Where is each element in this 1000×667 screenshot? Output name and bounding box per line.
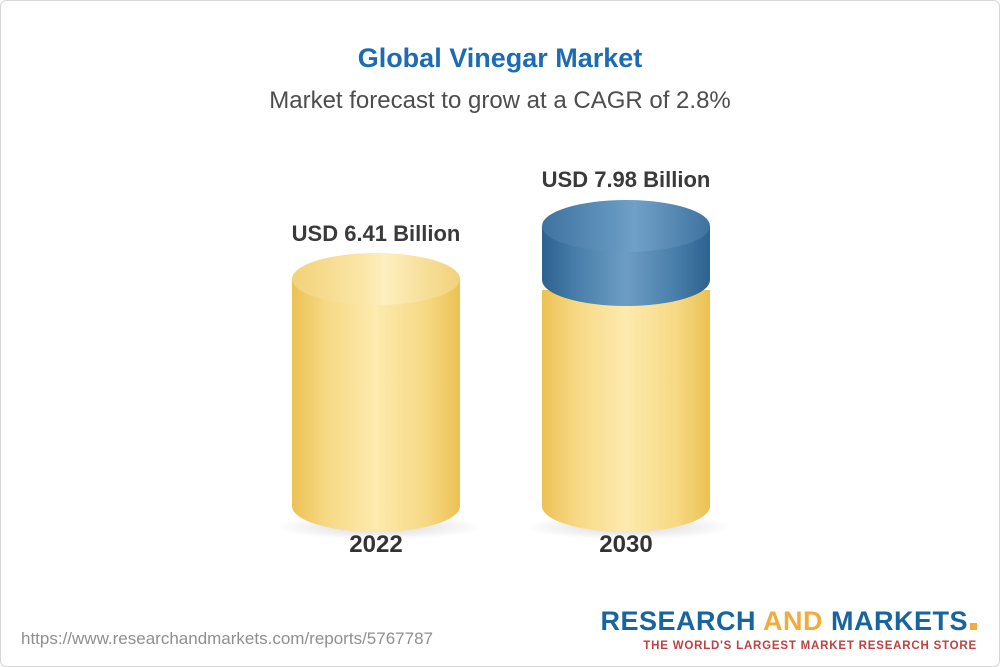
bar-2030-growth-segment	[542, 200, 710, 306]
logo-wordmark: RESEARCH AND MARKETS	[600, 606, 977, 637]
chart-subtitle: Market forecast to grow at a CAGR of 2.8…	[269, 87, 731, 114]
logo-word-and: AND	[756, 606, 831, 636]
value-label-2022: USD 6.41 Billion	[291, 221, 461, 246]
logo-word-markets: MARKETS	[831, 606, 968, 636]
research-and-markets-logo: RESEARCH AND MARKETS THE WORLD'S LARGEST…	[600, 606, 977, 652]
category-label-2030: 2030	[599, 531, 653, 558]
bar-2030-body-base	[542, 290, 710, 532]
category-label-2022: 2022	[349, 531, 403, 558]
logo-dot	[970, 623, 977, 630]
logo-tagline: THE WORLD'S LARGEST MARKET RESEARCH STOR…	[643, 639, 977, 652]
bar-2022-top-ellipse	[292, 253, 460, 305]
bar-2022-cylinder	[274, 253, 484, 540]
chart-title: Global Vinegar Market	[357, 43, 643, 73]
bar-2030-cylinder	[524, 200, 734, 540]
bar-2022-body	[292, 279, 460, 532]
value-label-2030: USD 7.98 Billion	[541, 167, 711, 192]
bar-2030-top-ellipse	[542, 200, 710, 252]
report-url: https://www.researchandmarkets.com/repor…	[21, 629, 433, 648]
logo-word-research: RESEARCH	[600, 606, 756, 636]
